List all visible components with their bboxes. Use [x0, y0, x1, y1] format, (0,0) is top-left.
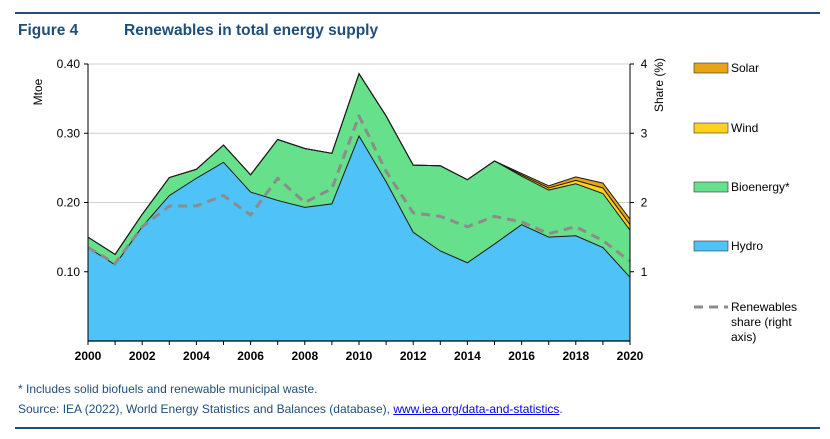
y2-tick-label: 1: [641, 265, 648, 279]
legend-swatch-hydro: [693, 240, 729, 252]
x-tick-label: 2000: [75, 349, 102, 363]
legend-label-hydro: Hydro: [731, 239, 763, 253]
bottom-rule: [15, 427, 820, 429]
legend-label-wind: Wind: [731, 121, 758, 135]
area-bioenergy: [88, 73, 630, 278]
legend-label-solar: Solar: [731, 61, 759, 75]
legend-swatch-bioenergy: [693, 181, 729, 193]
legend-share-label: axis): [731, 330, 756, 344]
figure-header: Figure 4 Renewables in total energy suppl…: [18, 22, 378, 40]
y-tick-label: 0.10: [57, 265, 81, 279]
y2-axis-label: Share (%): [652, 58, 666, 112]
top-rule: [15, 12, 820, 14]
source-suffix: .: [559, 402, 563, 416]
x-tick-label: 2004: [183, 349, 210, 363]
x-tick-label: 2010: [346, 349, 373, 363]
y-tick-label: 0.30: [57, 126, 81, 140]
legend-swatch-wind: [693, 122, 729, 134]
x-tick-label: 2016: [508, 349, 535, 363]
y2-tick-label: 4: [641, 57, 648, 71]
x-tick-label: 2002: [129, 349, 156, 363]
legend-share-label: share (right: [731, 315, 792, 329]
source-link[interactable]: www.iea.org/data-and-statistics: [393, 402, 560, 416]
area-boundary-3: [87, 72, 631, 256]
y-tick-label: 0.20: [57, 196, 81, 210]
x-tick-label: 2018: [562, 349, 589, 363]
area-boundary-0: [87, 134, 631, 278]
x-tick-label: 2008: [291, 349, 318, 363]
y2-tick-label: 2: [641, 196, 648, 210]
legend-swatch-solar: [693, 62, 729, 74]
footnote-source: Source: IEA (2022), World Energy Statist…: [18, 402, 563, 416]
y-axis-label: Mtoe: [31, 78, 45, 105]
x-tick-label: 2012: [400, 349, 427, 363]
area-hydro: [88, 136, 630, 341]
legend-label-bioenergy: Bioenergy*: [731, 180, 790, 194]
share-line: [87, 114, 631, 265]
footnote-asterisk: * Includes solid biofuels and renewable …: [18, 382, 318, 396]
x-tick-label: 2006: [237, 349, 264, 363]
x-tick-label: 2014: [454, 349, 481, 363]
x-tick-label: 2020: [617, 349, 644, 363]
y2-tick-label: 3: [641, 126, 648, 140]
source-text: Source: IEA (2022), World Energy Statist…: [18, 402, 394, 416]
y-tick-label: 0.40: [57, 57, 81, 71]
figure-title: Renewables in total energy supply: [124, 22, 379, 39]
legend-share-label: Renewables: [731, 300, 797, 314]
renewables-chart: 0.10 0.20 0.30 0.40 1 2 3 4 2000 2002 2004 2006 2008…: [31, 57, 797, 363]
figure-number: Figure 4: [18, 22, 79, 39]
